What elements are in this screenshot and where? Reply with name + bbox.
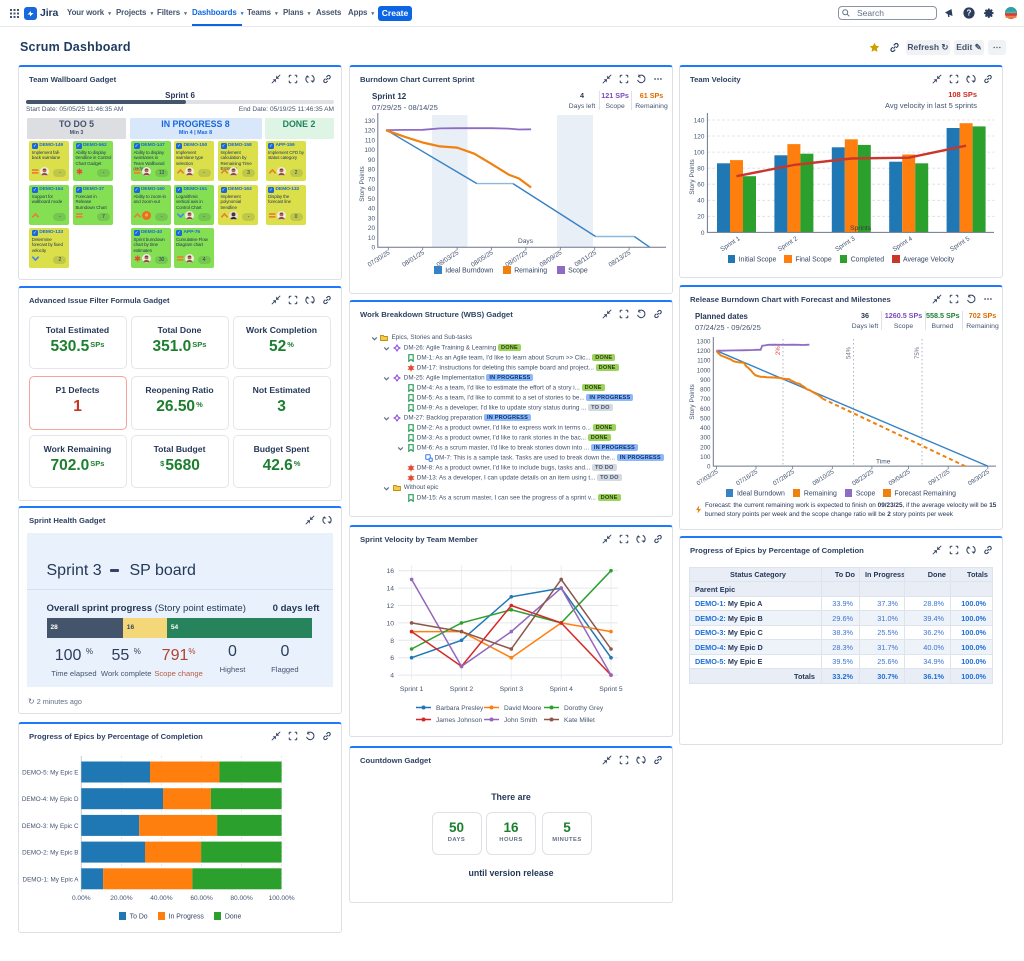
svg-text:40: 40 <box>368 206 376 213</box>
svg-text:130: 130 <box>364 118 375 125</box>
svg-text:50: 50 <box>368 196 376 203</box>
svg-text:30: 30 <box>368 215 376 222</box>
svg-text:Sprint 5: Sprint 5 <box>949 235 972 253</box>
svg-text:08/10/25: 08/10/25 <box>811 468 835 487</box>
svg-text:40.00%: 40.00% <box>150 895 173 902</box>
svg-text:120: 120 <box>364 128 375 135</box>
svg-text:0: 0 <box>707 464 711 471</box>
svg-text:12: 12 <box>386 603 394 610</box>
svg-text:Sprint 2: Sprint 2 <box>777 235 800 253</box>
svg-text:8: 8 <box>390 638 394 645</box>
svg-text:20.00%: 20.00% <box>110 895 133 902</box>
svg-text:1300: 1300 <box>697 339 711 346</box>
svg-text:Sprints: Sprints <box>850 225 872 232</box>
svg-text:75%: 75% <box>915 346 921 359</box>
svg-text:Sprint 3: Sprint 3 <box>500 686 524 693</box>
svg-text:07/16/25: 07/16/25 <box>735 468 759 487</box>
svg-text:60.00%: 60.00% <box>190 895 213 902</box>
svg-text:110: 110 <box>365 138 376 145</box>
svg-text:10: 10 <box>368 235 376 242</box>
svg-text:100: 100 <box>694 150 705 157</box>
svg-text:40: 40 <box>697 198 705 205</box>
svg-text:0: 0 <box>701 230 705 237</box>
svg-text:100: 100 <box>364 147 375 154</box>
svg-text:Sprint 1: Sprint 1 <box>400 686 424 693</box>
svg-text:16: 16 <box>386 568 394 575</box>
svg-text:Sprint 3: Sprint 3 <box>834 235 857 253</box>
svg-text:120: 120 <box>694 133 705 140</box>
svg-text:Story Points: Story Points <box>689 159 696 195</box>
svg-text:80: 80 <box>697 166 705 173</box>
svg-text:09/04/25: 09/04/25 <box>888 468 912 487</box>
svg-text:10: 10 <box>386 620 394 627</box>
svg-text:0: 0 <box>371 245 375 252</box>
svg-text:07/03/25: 07/03/25 <box>695 468 719 487</box>
svg-text:?: ? <box>967 9 972 18</box>
svg-text:80.00%: 80.00% <box>230 895 253 902</box>
svg-text:DEMO-3: My Epic C: DEMO-3: My Epic C <box>22 823 79 830</box>
svg-text:20: 20 <box>697 214 705 221</box>
svg-text:80: 80 <box>368 167 376 174</box>
svg-text:800: 800 <box>700 387 711 394</box>
svg-text:90: 90 <box>368 157 376 164</box>
svg-text:DEMO-2: My Epic B: DEMO-2: My Epic B <box>22 850 78 857</box>
svg-text:20: 20 <box>368 225 376 232</box>
svg-text:6: 6 <box>390 655 394 662</box>
svg-text:100.00%: 100.00% <box>269 895 295 902</box>
svg-text:70: 70 <box>368 176 376 183</box>
svg-text:08/23/25: 08/23/25 <box>851 468 875 487</box>
svg-text:09/17/25: 09/17/25 <box>927 468 951 487</box>
svg-text:DEMO-1: My Epic A: DEMO-1: My Epic A <box>23 876 80 883</box>
svg-text:100: 100 <box>700 454 711 461</box>
svg-text:600: 600 <box>700 406 711 413</box>
svg-text:300: 300 <box>700 435 711 442</box>
svg-text:09/30/25: 09/30/25 <box>967 468 991 487</box>
svg-text:140: 140 <box>694 117 705 124</box>
svg-text:DEMO-4: My Epic D: DEMO-4: My Epic D <box>22 796 79 803</box>
svg-text:Sprint 4: Sprint 4 <box>891 235 914 253</box>
svg-text:60: 60 <box>697 182 705 189</box>
svg-text:400: 400 <box>700 425 711 432</box>
svg-text:07/28/25: 07/28/25 <box>772 468 796 487</box>
svg-text:Time: Time <box>876 459 891 466</box>
svg-text:1100: 1100 <box>697 358 711 365</box>
svg-text:Sprint 1: Sprint 1 <box>719 235 742 253</box>
svg-text:200: 200 <box>700 444 711 451</box>
svg-text:1000: 1000 <box>697 367 711 374</box>
svg-text:700: 700 <box>700 396 711 403</box>
svg-text:Sprint 2: Sprint 2 <box>450 686 474 693</box>
svg-text:Days: Days <box>518 238 534 245</box>
svg-text:500: 500 <box>700 415 711 422</box>
svg-text:Story Points: Story Points <box>359 166 366 202</box>
svg-text:Sprint 5: Sprint 5 <box>599 686 623 693</box>
svg-text:Sprint 4: Sprint 4 <box>549 686 573 693</box>
svg-text:14: 14 <box>386 586 394 593</box>
svg-text:0.00%: 0.00% <box>72 895 91 902</box>
svg-text:DEMO-5: My Epic E: DEMO-5: My Epic E <box>22 770 78 777</box>
svg-text:Story Points: Story Points <box>689 384 696 420</box>
svg-text:60: 60 <box>368 186 376 193</box>
svg-text:4: 4 <box>390 673 394 680</box>
svg-text:54%: 54% <box>846 346 852 359</box>
svg-text:1200: 1200 <box>697 348 711 355</box>
svg-text:900: 900 <box>700 377 711 384</box>
svg-text:2%: 2% <box>776 346 782 355</box>
